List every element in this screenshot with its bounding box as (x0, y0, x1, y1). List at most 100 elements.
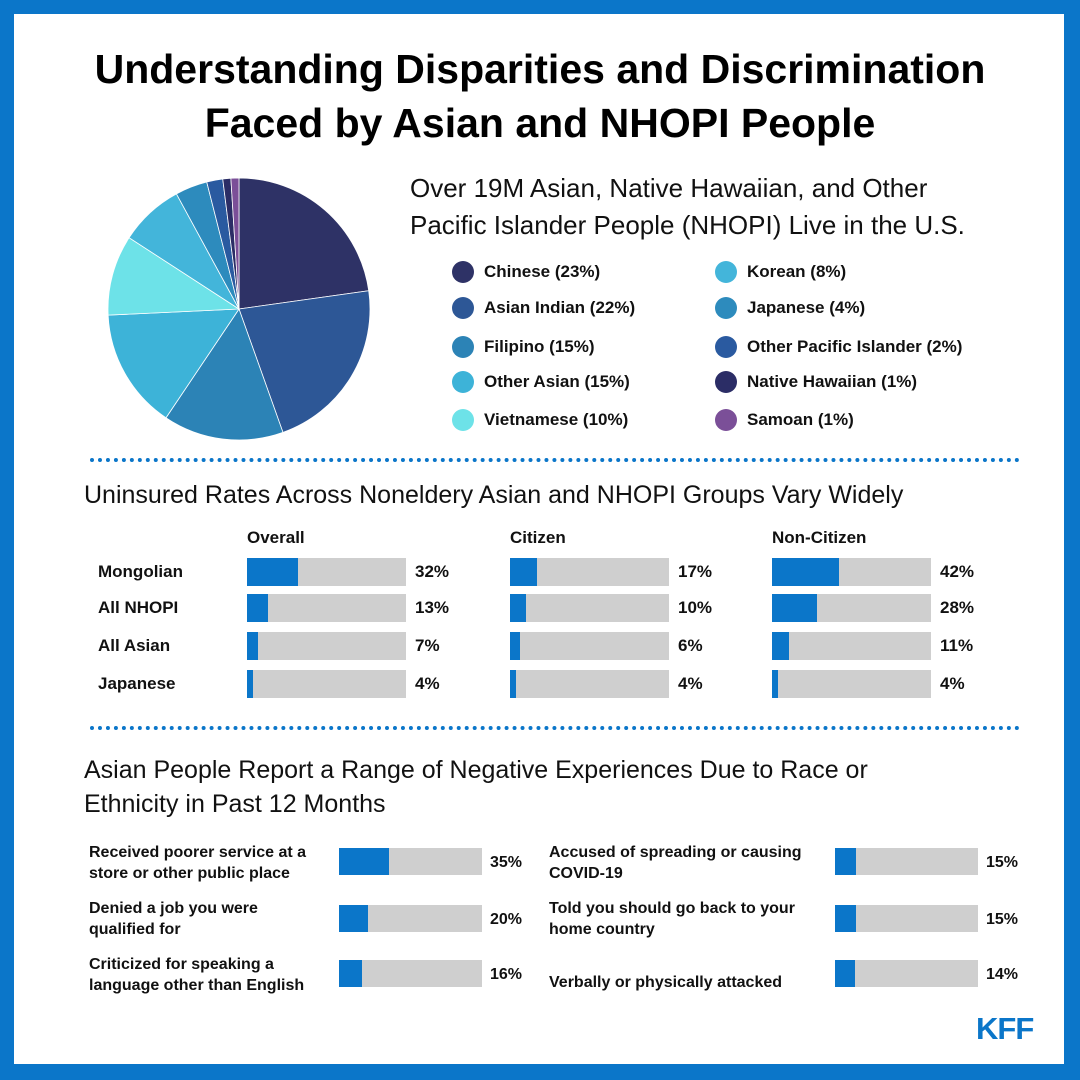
bar-track (772, 558, 931, 586)
legend-swatch (715, 336, 737, 358)
data-label: 11% (940, 636, 974, 655)
experience-label-line: home country (549, 921, 655, 938)
bar (510, 558, 538, 586)
pie-slice (107, 237, 241, 316)
legend-item: Asian Indian (22%) (452, 296, 635, 320)
experience-label-line: COVID-19 (549, 865, 623, 882)
bar-track (772, 670, 931, 698)
category-label: All Asian (98, 636, 171, 655)
experience-label: Told you should go back to your home coun… (549, 898, 795, 940)
data-label: 17% (678, 562, 713, 581)
data-label: 7% (415, 636, 440, 655)
experience-label: Criticized for speaking a language other … (89, 954, 329, 996)
legend-label: Filipino (15%) (484, 337, 595, 356)
legend-item: Korean (8%) (715, 260, 846, 284)
data-label: 16% (490, 966, 523, 983)
panel-header: Citizen (510, 528, 566, 547)
pie-slice (230, 177, 240, 310)
kff-logo: KFF (976, 1011, 1034, 1046)
bar-track (835, 960, 978, 987)
bar (510, 632, 520, 660)
experience-label-line: language other than English (89, 977, 305, 994)
bar (772, 670, 779, 698)
bar-track (835, 905, 978, 932)
experiences-title: Asian People Report a Range of Negative … (84, 753, 868, 821)
data-label: 35% (490, 854, 523, 871)
bar (510, 594, 526, 622)
category-label: Japanese (98, 674, 176, 693)
legend-label: Chinese (23%) (484, 262, 601, 281)
legend-label: Other Asian (15%) (484, 372, 630, 391)
bar-track (339, 848, 482, 875)
legend-label: Asian Indian (22%) (484, 298, 636, 317)
legend-label: Samoan (1%) (747, 410, 854, 429)
panel-header: Non-Citizen (772, 528, 867, 547)
category-label: Mongolian (98, 562, 183, 581)
category-label: All NHOPI (98, 598, 179, 617)
experiences-title-line-1: Asian People Report a Range of Negative … (84, 756, 868, 784)
bar-track (247, 670, 406, 698)
legend-label: Vietnamese (10%) (484, 410, 629, 429)
legend-swatch (452, 261, 474, 283)
experience-label-line: Received poorer service at a (89, 844, 307, 861)
section-divider (90, 726, 1020, 730)
data-label: 4% (940, 674, 965, 693)
legend-swatch (452, 409, 474, 431)
bar (835, 960, 856, 987)
data-label: 42% (940, 562, 975, 581)
legend-item: Chinese (23%) (452, 260, 600, 284)
bar-track (339, 905, 482, 932)
legend-label: Korean (8%) (747, 262, 847, 281)
panel-header: Overall (247, 528, 305, 547)
bar (339, 848, 390, 875)
experience-label-line: Told you should go back to your (549, 900, 795, 917)
population-title-line-2: Pacific Islander People (NHOPI) Live in … (410, 210, 965, 240)
legend-swatch (452, 297, 474, 319)
page-title-line-1: Understanding Disparities and Discrimina… (94, 46, 986, 92)
experience-label: Denied a job you were qualified for (89, 898, 329, 940)
bar (835, 848, 857, 875)
experience-label: Verbally or physically attacked (549, 972, 789, 993)
data-label: 6% (678, 636, 703, 655)
bar-track (510, 594, 669, 622)
experience-label: Accused of spreading or causing COVID-19 (549, 842, 802, 884)
population-title: Over 19M Asian, Native Hawaiian, and Oth… (410, 170, 1050, 244)
bar (772, 632, 790, 660)
experience-label: Received poorer service at a store or oth… (89, 842, 329, 884)
bar-track (835, 848, 978, 875)
bar (772, 594, 817, 622)
experience-label-line: Criticized for speaking a (89, 956, 274, 973)
legend-swatch (715, 297, 737, 319)
experience-label-line: Verbally or physically attacked (549, 974, 783, 991)
bar-track (247, 558, 406, 586)
legend-item: Samoan (1%) (715, 408, 854, 432)
data-label: 20% (490, 911, 523, 928)
data-label: 15% (986, 854, 1019, 871)
legend-swatch (452, 336, 474, 358)
bar-track (510, 670, 669, 698)
bar-track (247, 594, 406, 622)
pie-slice (107, 308, 240, 419)
experience-label-line: store or other public place (89, 865, 290, 882)
experience-label-line: Accused of spreading or causing (549, 844, 802, 861)
data-label: 4% (678, 674, 703, 693)
legend-item: Other Pacific Islander (2%) (715, 335, 962, 359)
data-label: 13% (415, 598, 450, 617)
bar (772, 558, 839, 586)
bar-track (510, 632, 669, 660)
pie-slice (238, 177, 370, 310)
data-label: 28% (940, 598, 975, 617)
legend-label: Japanese (4%) (747, 298, 866, 317)
bar (247, 670, 254, 698)
legend-item: Other Asian (15%) (452, 370, 630, 394)
legend-swatch (715, 371, 737, 393)
bar-track (339, 960, 482, 987)
data-label: 15% (986, 911, 1019, 928)
bar (247, 632, 259, 660)
page-title: Understanding Disparities and Discrimina… (0, 42, 1080, 150)
section-divider (90, 458, 1020, 462)
uninsured-title: Uninsured Rates Across Noneldery Asian a… (84, 481, 904, 509)
bar (339, 960, 362, 987)
experience-label-line: qualified for (89, 921, 181, 938)
legend-item: Native Hawaiian (1%) (715, 370, 917, 394)
